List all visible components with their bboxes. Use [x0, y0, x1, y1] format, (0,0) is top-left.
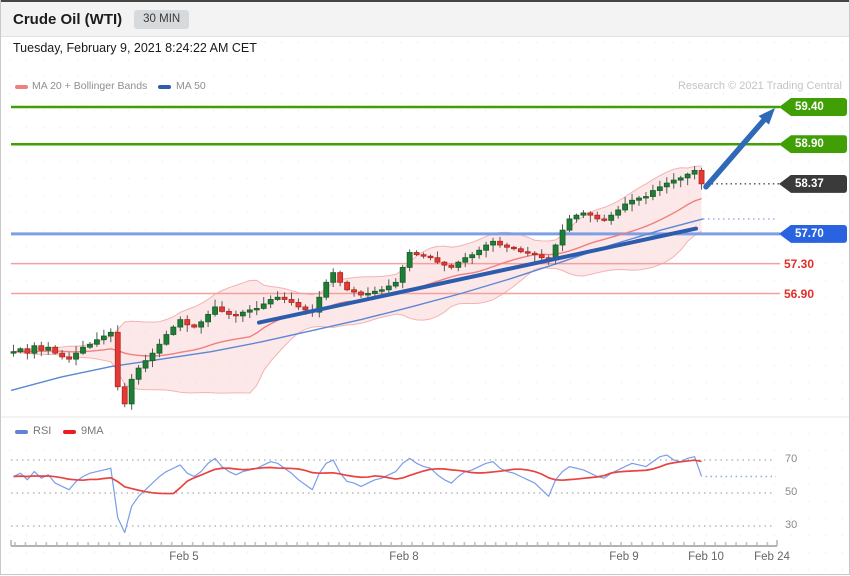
support-level-label-2: 56.90 [784, 286, 815, 301]
top-stripe [1, 0, 849, 2]
price-tag-pivot: 57.70 [779, 224, 847, 243]
rsi-legend: RSI 9MA [1, 425, 849, 439]
price-legend: MA 20 + Bollinger Bands MA 50 Research ©… [1, 80, 849, 94]
price-tag-resistance-lower: 58.90 [779, 135, 847, 154]
x-axis-label: Feb 8 [389, 551, 419, 563]
header: Crude Oil (WTI) 30 MIN [1, 2, 849, 37]
ma20-bollinger-legend-label: MA 20 + Bollinger Bands [32, 80, 148, 92]
x-axis-label: Feb 10 [688, 551, 724, 563]
rsi-scale-label: 30 [785, 519, 798, 531]
timeframe-badge[interactable]: 30 MIN [134, 9, 190, 29]
rsi-legend-label: RSI [33, 425, 52, 437]
x-axis-label: Feb 9 [609, 551, 639, 563]
rsi-legend-swatch [15, 430, 28, 434]
price-tag-resistance-upper: 59.40 [779, 98, 847, 116]
rsi-ma-legend-swatch [63, 430, 76, 434]
rsi-ma-legend-label: 9MA [81, 425, 104, 437]
ma20-bollinger-legend-swatch [15, 85, 28, 89]
x-axis-label: Feb 24 [754, 551, 790, 563]
price-tag-last-price: 58.37 [779, 174, 847, 193]
research-watermark: Research © 2021 Trading Central [677, 80, 842, 92]
x-axis-label: Feb 5 [169, 551, 199, 563]
support-level-label-1: 57.30 [784, 256, 815, 271]
rsi-scale-label: 70 [785, 453, 798, 465]
timestamp: Tuesday, February 9, 2021 8:24:22 AM CET [13, 41, 257, 55]
ma50-legend-label: MA 50 [176, 80, 206, 92]
ma50-legend-swatch [158, 85, 171, 89]
instrument-title: Crude Oil (WTI) [13, 10, 123, 28]
rsi-scale-label: 50 [785, 486, 798, 498]
